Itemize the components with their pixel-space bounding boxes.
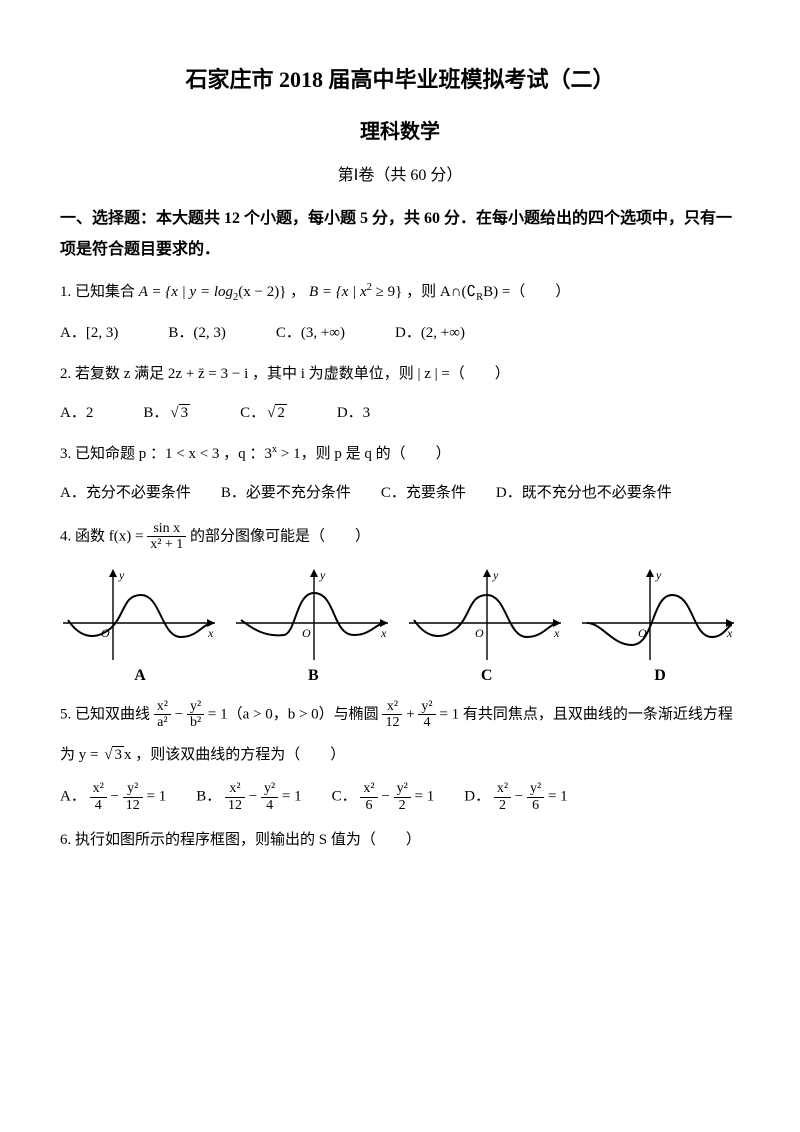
q4-stem-b: 的部分图像可能是（ ） [190,528,370,544]
q3-optB: B．必要不充分条件 [221,480,351,507]
q3-optC: C．充要条件 [381,480,466,507]
q4-graph-C: y x O C [407,565,567,691]
title-main: 石家庄市 2018 届高中毕业班模拟考试（二） [60,60,740,100]
q1-then2: B) =（ ） [483,284,570,300]
question-3: 3. 已知命题 p ：1 < x < 3 ，q ：3x > 1，则 p 是 q … [60,441,740,468]
graph-C-svg: y x O [409,565,564,660]
question-5: 5. 已知双曲线 x²a² − y²b² = 1（a > 0，b > 0）与椭圆… [60,699,740,731]
q4-label-C: C [407,662,567,691]
q1-stem-a: 1. 已知集合 [60,284,139,300]
svg-text:O: O [101,626,110,640]
q4-label-B: B [233,662,393,691]
graph-D-svg: y x O [582,565,737,660]
q4-num: sin x [147,521,186,537]
q4-label-D: D [580,662,740,691]
svg-text:x: x [207,626,214,640]
instructions: 一、选择题：本大题共 12 个小题，每小题 5 分，共 60 分．在每小题给出的… [60,204,740,265]
svg-text:y: y [492,568,499,582]
q4-graphs: y x O A y x O B y x O C [60,565,740,691]
svg-text:O: O [475,626,484,640]
q1-comma1: ， [290,284,305,300]
q3-stem-b: > 1，则 p 是 q 的（ ） [277,446,450,462]
q1-optB: B．(2, 3) [168,320,226,347]
svg-text:y: y [319,568,326,582]
q3-stem-a: 3. 已知命题 p ：1 < x < 3 ，q ：3 [60,446,272,462]
q5-stem-a: 5. 已知双曲线 [60,706,154,722]
q5-optB: B． x²12 − y²4 = 1 [196,781,301,813]
q4-graph-B: y x O B [233,565,393,691]
q4-graph-A: y x O A [60,565,220,691]
q1-optD: D．(2, +∞) [395,320,465,347]
title-sub: 理科数学 [60,114,740,150]
svg-text:y: y [655,568,662,582]
q4-graph-D: y x O D [580,565,740,691]
q4-stem-a: 4. 函数 f(x) = [60,528,147,544]
q2-optD: D．3 [337,400,370,427]
q5-stem-d-post: x ，则该双曲线的方程为（ ） [124,747,345,763]
question-5-line2: 为 y = 3x ，则该双曲线的方程为（ ） [60,742,740,769]
svg-text:x: x [380,626,387,640]
q2-optB: B．3 [143,400,190,427]
q5-optA: A． x²4 − y²12 = 1 [60,781,166,813]
q2-optC: C．2 [240,400,287,427]
graph-A-svg: y x O [63,565,218,660]
q1-setA-tail: (x − 2)} [238,284,286,300]
q1-setB: B = {x | x [309,284,367,300]
q5-stem-d-pre: 为 y = [60,747,102,763]
question-1: 1. 已知集合 A = {x | y = log2(x − 2)} ， B = … [60,279,740,308]
question-6: 6. 执行如图所示的程序框图，则输出的 S 值为（ ） [60,827,740,854]
question-4: 4. 函数 f(x) = sin x x² + 1 的部分图像可能是（ ） [60,521,740,553]
q4-den: x² + 1 [147,537,186,552]
q1-options: A．[2, 3) B．(2, 3) C．(3, +∞) D．(2, +∞) [60,320,740,347]
q5-options: A． x²4 − y²12 = 1 B． x²12 − y²4 = 1 C． x… [60,781,740,813]
q3-optA: A．充分不必要条件 [60,480,191,507]
q5-stem-b: = 1（a > 0，b > 0）与椭圆 [208,706,383,722]
q2-optA: A．2 [60,400,93,427]
q5-optD: D． x²2 − y²6 = 1 [464,781,567,813]
q5-optC: C． x²6 − y²2 = 1 [332,781,435,813]
q3-optD: D．既不充分也不必要条件 [496,480,672,507]
svg-text:O: O [302,626,311,640]
q1-optC: C．(3, +∞) [276,320,345,347]
section-header: 第Ⅰ卷（共 60 分） [60,162,740,191]
q4-label-A: A [60,662,220,691]
q3-options: A．充分不必要条件 B．必要不充分条件 C．充要条件 D．既不充分也不必要条件 [60,480,740,507]
q1-optA: A．[2, 3) [60,320,118,347]
q1-then: ，则 A∩(∁ [406,284,476,300]
q1-setA: A = {x | y = log [139,284,233,300]
svg-text:x: x [553,626,560,640]
svg-text:O: O [638,626,647,640]
svg-text:x: x [726,626,733,640]
q1-setB-tail: ≥ 9} [372,284,402,300]
graph-B-svg: y x O [236,565,391,660]
question-2: 2. 若复数 z 满足 2z + z̄ = 3 − i ，其中 i 为虚数单位，… [60,361,740,388]
svg-text:y: y [118,568,125,582]
q4-fraction: sin x x² + 1 [147,521,186,553]
q2-options: A．2 B．3 C．2 D．3 [60,400,740,427]
q5-stem-c: = 1 有共同焦点，且双曲线的一条渐近线方程 [439,706,732,722]
